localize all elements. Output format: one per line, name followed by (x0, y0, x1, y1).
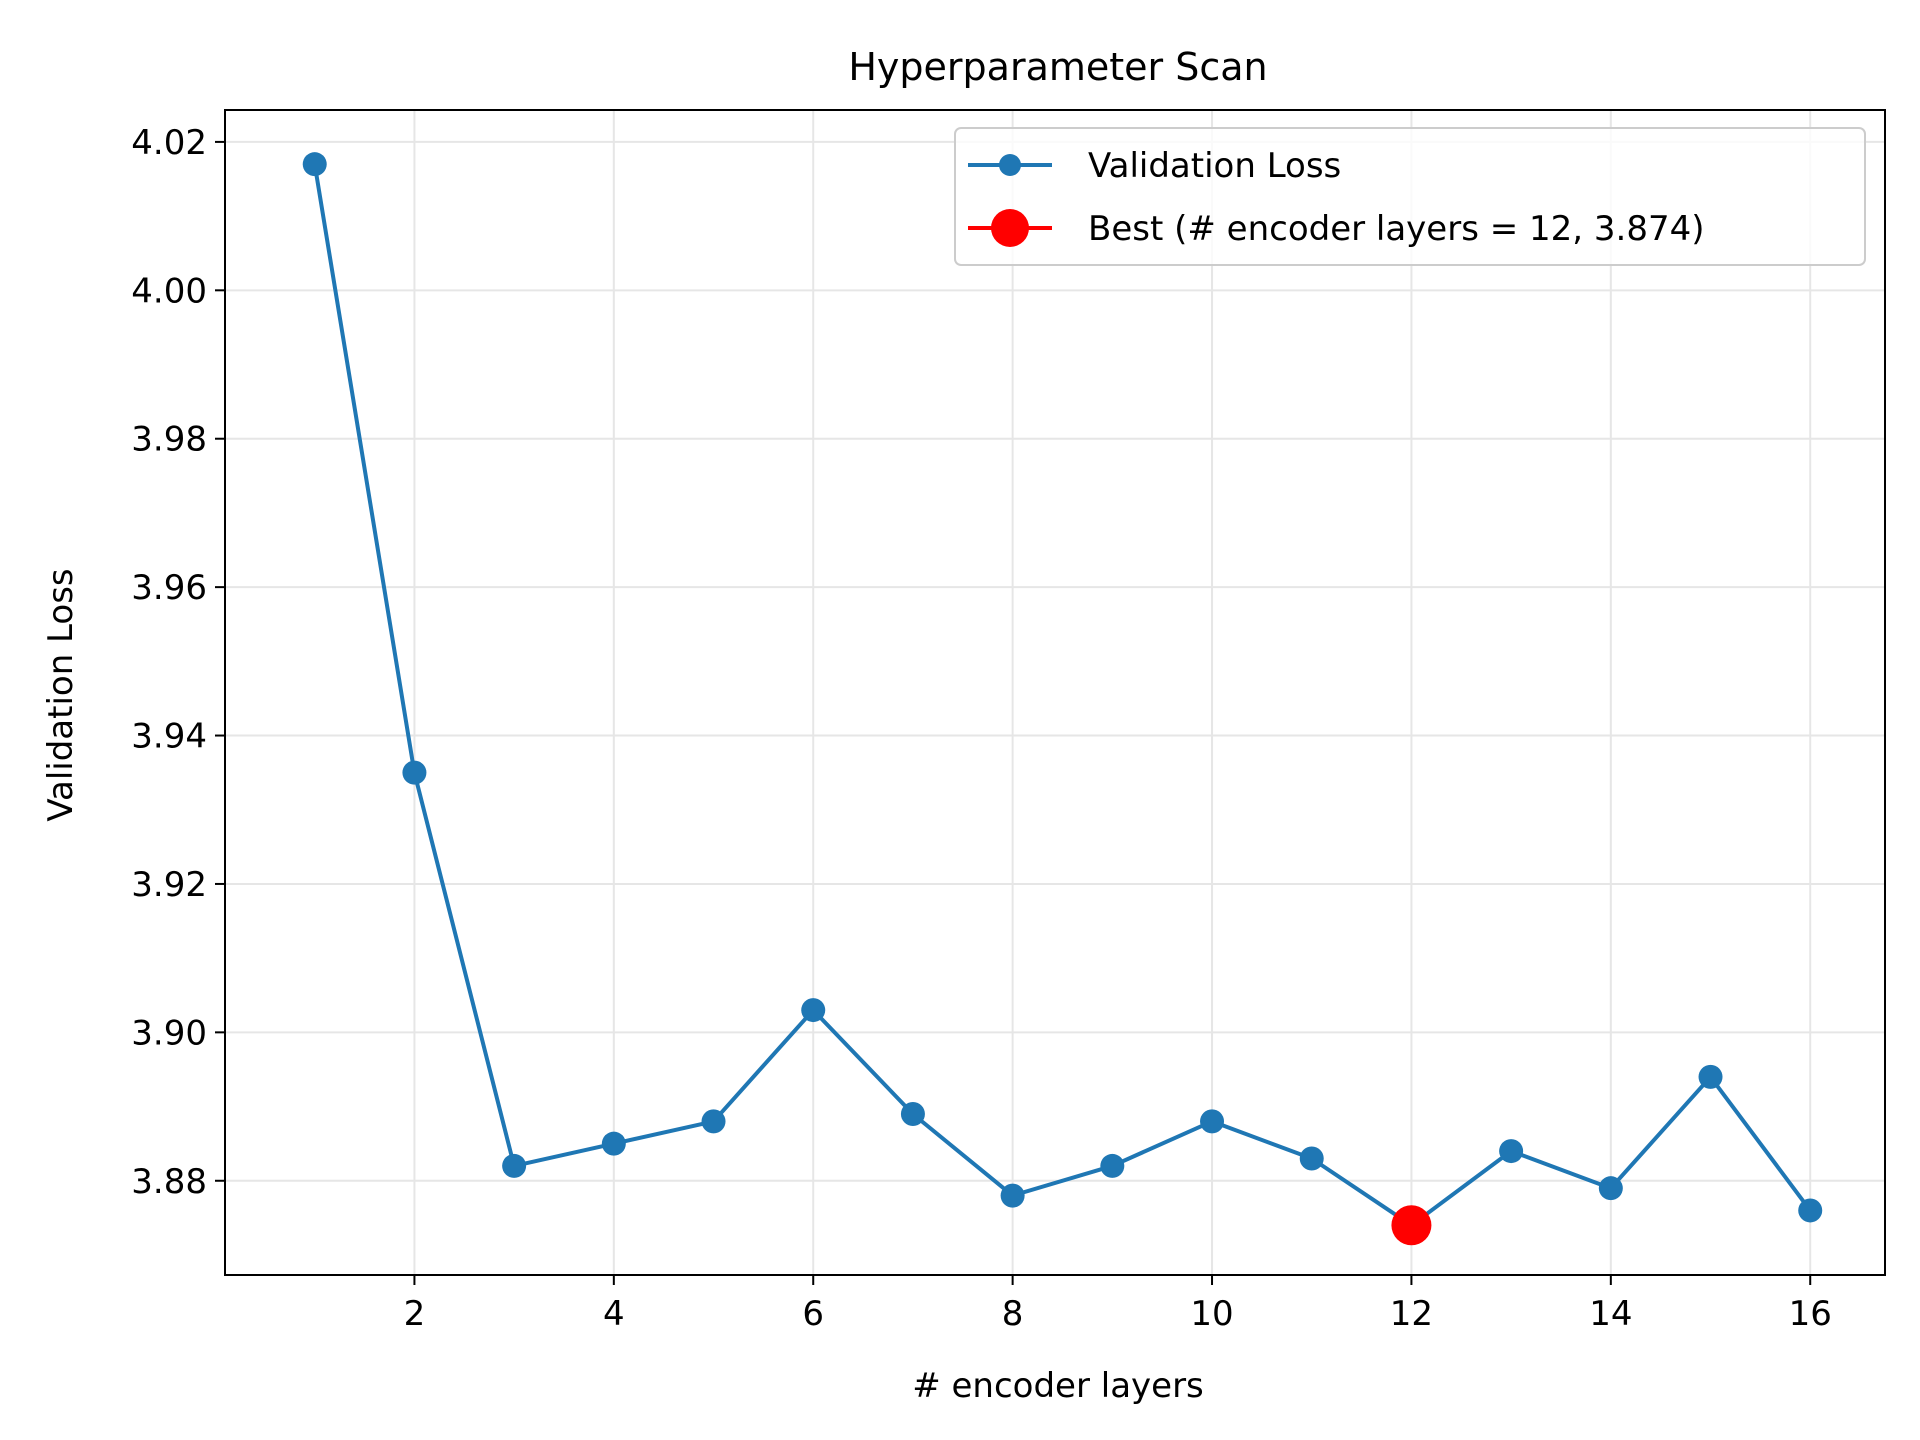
x-tick-label: 10 (1190, 1294, 1233, 1334)
y-axis-label: Validation Loss (41, 568, 81, 821)
y-tick-label: 4.02 (131, 123, 207, 163)
data-point (801, 998, 826, 1023)
data-point (1100, 1153, 1125, 1178)
data-point (1698, 1064, 1723, 1089)
x-tick-label: 4 (603, 1294, 625, 1334)
legend-marker-best (991, 209, 1029, 247)
x-tick-label: 6 (802, 1294, 824, 1334)
series-line-validation-loss (312, 163, 1812, 1228)
y-tick-label: 3.98 (131, 420, 207, 460)
data-point (601, 1131, 626, 1156)
grid-lines (225, 110, 1885, 1275)
data-point (1200, 1109, 1225, 1134)
legend-label-validation-loss: Validation Loss (1088, 146, 1341, 186)
y-tick-label: 3.92 (131, 865, 207, 905)
data-point (701, 1109, 726, 1134)
data-point (1798, 1198, 1823, 1223)
y-tick-label: 3.96 (131, 568, 207, 608)
x-axis-label: # encoder layers (912, 1366, 1204, 1406)
x-tick-label: 8 (1002, 1294, 1024, 1334)
axis-ticks: 2 4 6 8 10 12 14 16 3.88 3.90 3.92 3.94 3.96 3.98 4.00… (131, 123, 1832, 1334)
data-point (1000, 1183, 1025, 1208)
x-tick-label: 16 (1789, 1294, 1832, 1334)
chart-title: Hyperparameter Scan (848, 45, 1267, 89)
plot-frame (224, 109, 1886, 1276)
legend-marker-validation-loss (999, 154, 1021, 176)
data-point (1598, 1176, 1623, 1201)
y-tick-label: 4.00 (131, 271, 207, 311)
x-tick-label: 14 (1589, 1294, 1632, 1334)
y-tick-label: 3.94 (131, 717, 207, 757)
data-point (1499, 1139, 1524, 1164)
y-tick-label: 3.90 (131, 1013, 207, 1053)
legend-label-best: Best (# encoder layers = 12, 3.874) (1088, 209, 1705, 249)
x-tick-label: 2 (404, 1294, 426, 1334)
data-point (302, 152, 327, 177)
data-point (402, 760, 427, 785)
data-point (1299, 1146, 1324, 1171)
legend-box (954, 127, 1866, 266)
y-tick-label: 3.88 (131, 1162, 207, 1202)
x-tick-label: 12 (1390, 1294, 1433, 1334)
best-point-marker (1391, 1205, 1432, 1246)
data-point (900, 1101, 925, 1126)
data-point (502, 1153, 527, 1178)
legend: Validation Loss Best (# encoder layers =… (954, 127, 1866, 266)
data-series (302, 152, 1823, 1246)
